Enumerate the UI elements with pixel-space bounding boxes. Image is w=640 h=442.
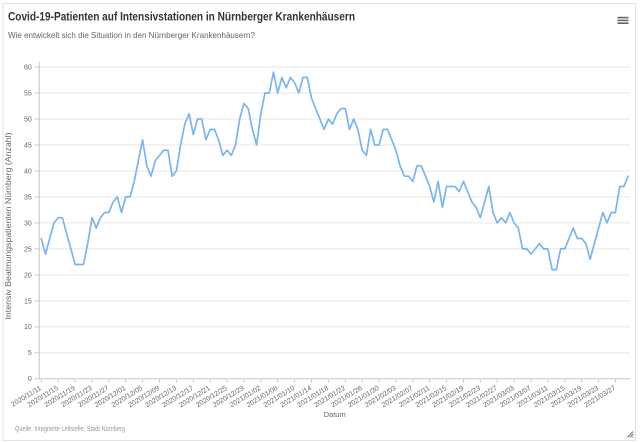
svg-text:10: 10	[24, 324, 32, 331]
svg-text:45: 45	[24, 142, 32, 149]
svg-text:Datum: Datum	[324, 410, 346, 419]
svg-text:15: 15	[24, 298, 32, 305]
svg-text:20: 20	[24, 272, 32, 279]
svg-text:Wie entwickelt sich die Situat: Wie entwickelt sich die Situation in den…	[8, 31, 256, 40]
svg-text:Intensiv Beatmungspatienten Nü: Intensiv Beatmungspatienten Nürnberg (An…	[4, 132, 13, 319]
svg-text:Covid-19-Patienten auf Intensi: Covid-19-Patienten auf Intensivstationen…	[8, 10, 355, 24]
svg-text:5: 5	[28, 350, 32, 357]
svg-text:35: 35	[24, 194, 32, 201]
svg-text:50: 50	[24, 116, 32, 123]
svg-text:60: 60	[24, 64, 32, 71]
svg-text:Quelle: Integrierte Leitstelle: Quelle: Integrierte Leitstelle, Stadt Nü…	[15, 426, 125, 433]
svg-text:40: 40	[24, 168, 32, 175]
svg-text:0: 0	[28, 376, 32, 383]
svg-text:55: 55	[24, 90, 32, 97]
svg-text:30: 30	[24, 220, 32, 227]
svg-text:25: 25	[24, 246, 32, 253]
